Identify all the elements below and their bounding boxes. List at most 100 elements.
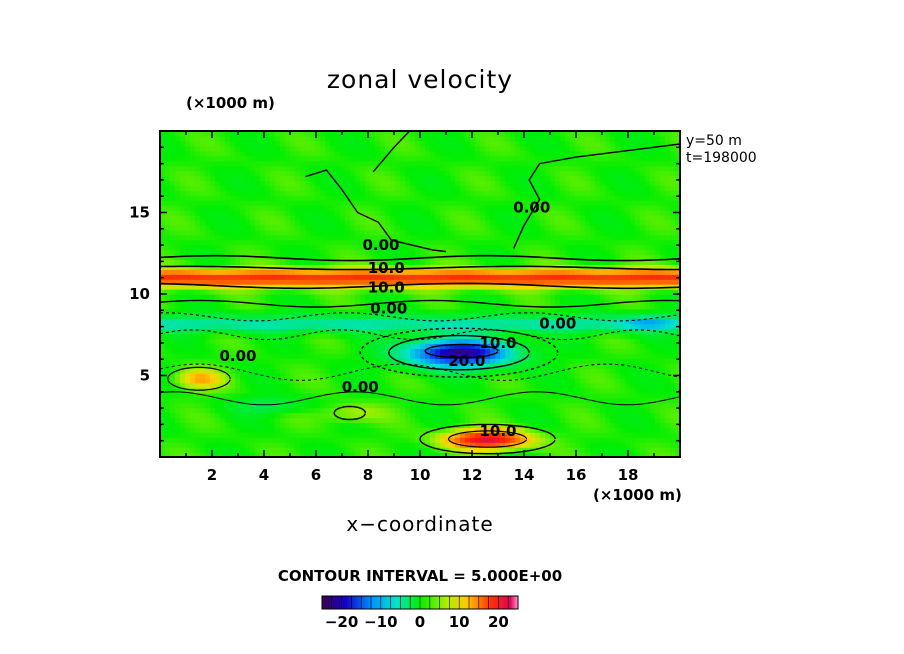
field-cell — [180, 382, 186, 389]
field-cell — [370, 323, 376, 330]
field-cell — [175, 387, 181, 394]
field-cell — [340, 234, 346, 241]
field-cell — [245, 442, 251, 448]
field-cell — [615, 382, 621, 389]
field-cell — [270, 358, 276, 364]
field-cell — [510, 239, 516, 246]
field-cell — [280, 432, 286, 438]
field-cell — [650, 353, 656, 359]
field-cell — [280, 338, 286, 344]
field-cell — [410, 289, 416, 295]
field-cell — [435, 274, 441, 280]
field-cell — [415, 432, 421, 438]
field-cell — [350, 447, 356, 453]
field-cell — [330, 452, 336, 458]
field-cell — [265, 318, 271, 325]
field-cell — [200, 328, 206, 335]
field-cell — [475, 437, 481, 443]
field-cell — [520, 368, 526, 374]
field-cell — [230, 427, 236, 433]
field-cell — [420, 249, 426, 256]
field-cell — [585, 259, 591, 265]
field-cell — [175, 442, 181, 448]
field-cell — [635, 323, 641, 330]
field-cell — [395, 353, 401, 359]
field-cell — [355, 377, 361, 384]
field-cell — [595, 397, 601, 404]
field-cell — [555, 412, 561, 419]
field-cell — [475, 224, 481, 231]
field-cell — [345, 427, 351, 433]
field-cell — [500, 343, 506, 349]
field-cell — [340, 392, 346, 399]
field-cell — [190, 437, 196, 443]
field-cell — [290, 294, 296, 300]
field-cell — [605, 422, 611, 428]
field-cell — [430, 264, 436, 270]
field-cell — [520, 264, 526, 270]
field-cell — [600, 264, 606, 270]
field-cell — [460, 358, 466, 364]
field-cell — [325, 313, 331, 320]
field-cell — [605, 368, 611, 374]
field-cell — [370, 343, 376, 349]
field-cell — [445, 269, 451, 275]
field-cell — [325, 437, 331, 443]
field-cell — [640, 382, 646, 389]
field-cell — [475, 397, 481, 404]
field-cell — [520, 333, 526, 340]
field-cell — [355, 318, 361, 325]
field-cell — [345, 373, 351, 379]
field-cell — [500, 373, 506, 379]
field-cell — [590, 333, 596, 340]
field-cell — [360, 224, 366, 231]
field-cell — [325, 358, 331, 364]
field-cell — [490, 284, 496, 290]
field-cell — [310, 407, 316, 414]
field-cell — [215, 244, 221, 251]
field-cell — [210, 402, 216, 409]
field-cell — [575, 308, 581, 315]
field-cell — [480, 323, 486, 330]
field-cell — [675, 224, 681, 231]
field-cell — [260, 447, 266, 453]
field-cell — [545, 294, 551, 300]
field-cell — [320, 368, 326, 374]
field-cell — [490, 254, 496, 261]
field-cell — [510, 373, 516, 379]
field-cell — [560, 229, 566, 236]
field-cell — [630, 402, 636, 409]
field-cell — [485, 417, 491, 424]
field-cell — [535, 437, 541, 443]
field-cell — [210, 234, 216, 241]
field-cell — [545, 234, 551, 241]
field-cell — [315, 422, 321, 428]
field-cell — [440, 328, 446, 335]
field-cell — [260, 289, 266, 295]
field-cell — [360, 452, 366, 458]
field-cell — [440, 338, 446, 344]
field-cell — [535, 452, 541, 458]
field-cell — [230, 318, 236, 325]
field-cell — [390, 284, 396, 290]
field-cell — [595, 284, 601, 290]
field-cell — [395, 289, 401, 295]
field-cell — [410, 452, 416, 458]
field-cell — [565, 318, 571, 325]
field-cell — [585, 239, 591, 246]
field-cell — [295, 432, 301, 438]
field-cell — [430, 358, 436, 364]
field-cell — [620, 333, 626, 340]
field-cell — [340, 402, 346, 409]
field-cell — [400, 373, 406, 379]
field-cell — [485, 358, 491, 364]
field-cell — [640, 234, 646, 241]
field-cell — [335, 239, 341, 246]
field-cell — [305, 249, 311, 256]
field-cell — [260, 402, 266, 409]
field-cell — [300, 328, 306, 335]
field-cell — [570, 353, 576, 359]
field-cell — [635, 382, 641, 389]
field-cell — [465, 338, 471, 344]
field-cell — [405, 333, 411, 340]
